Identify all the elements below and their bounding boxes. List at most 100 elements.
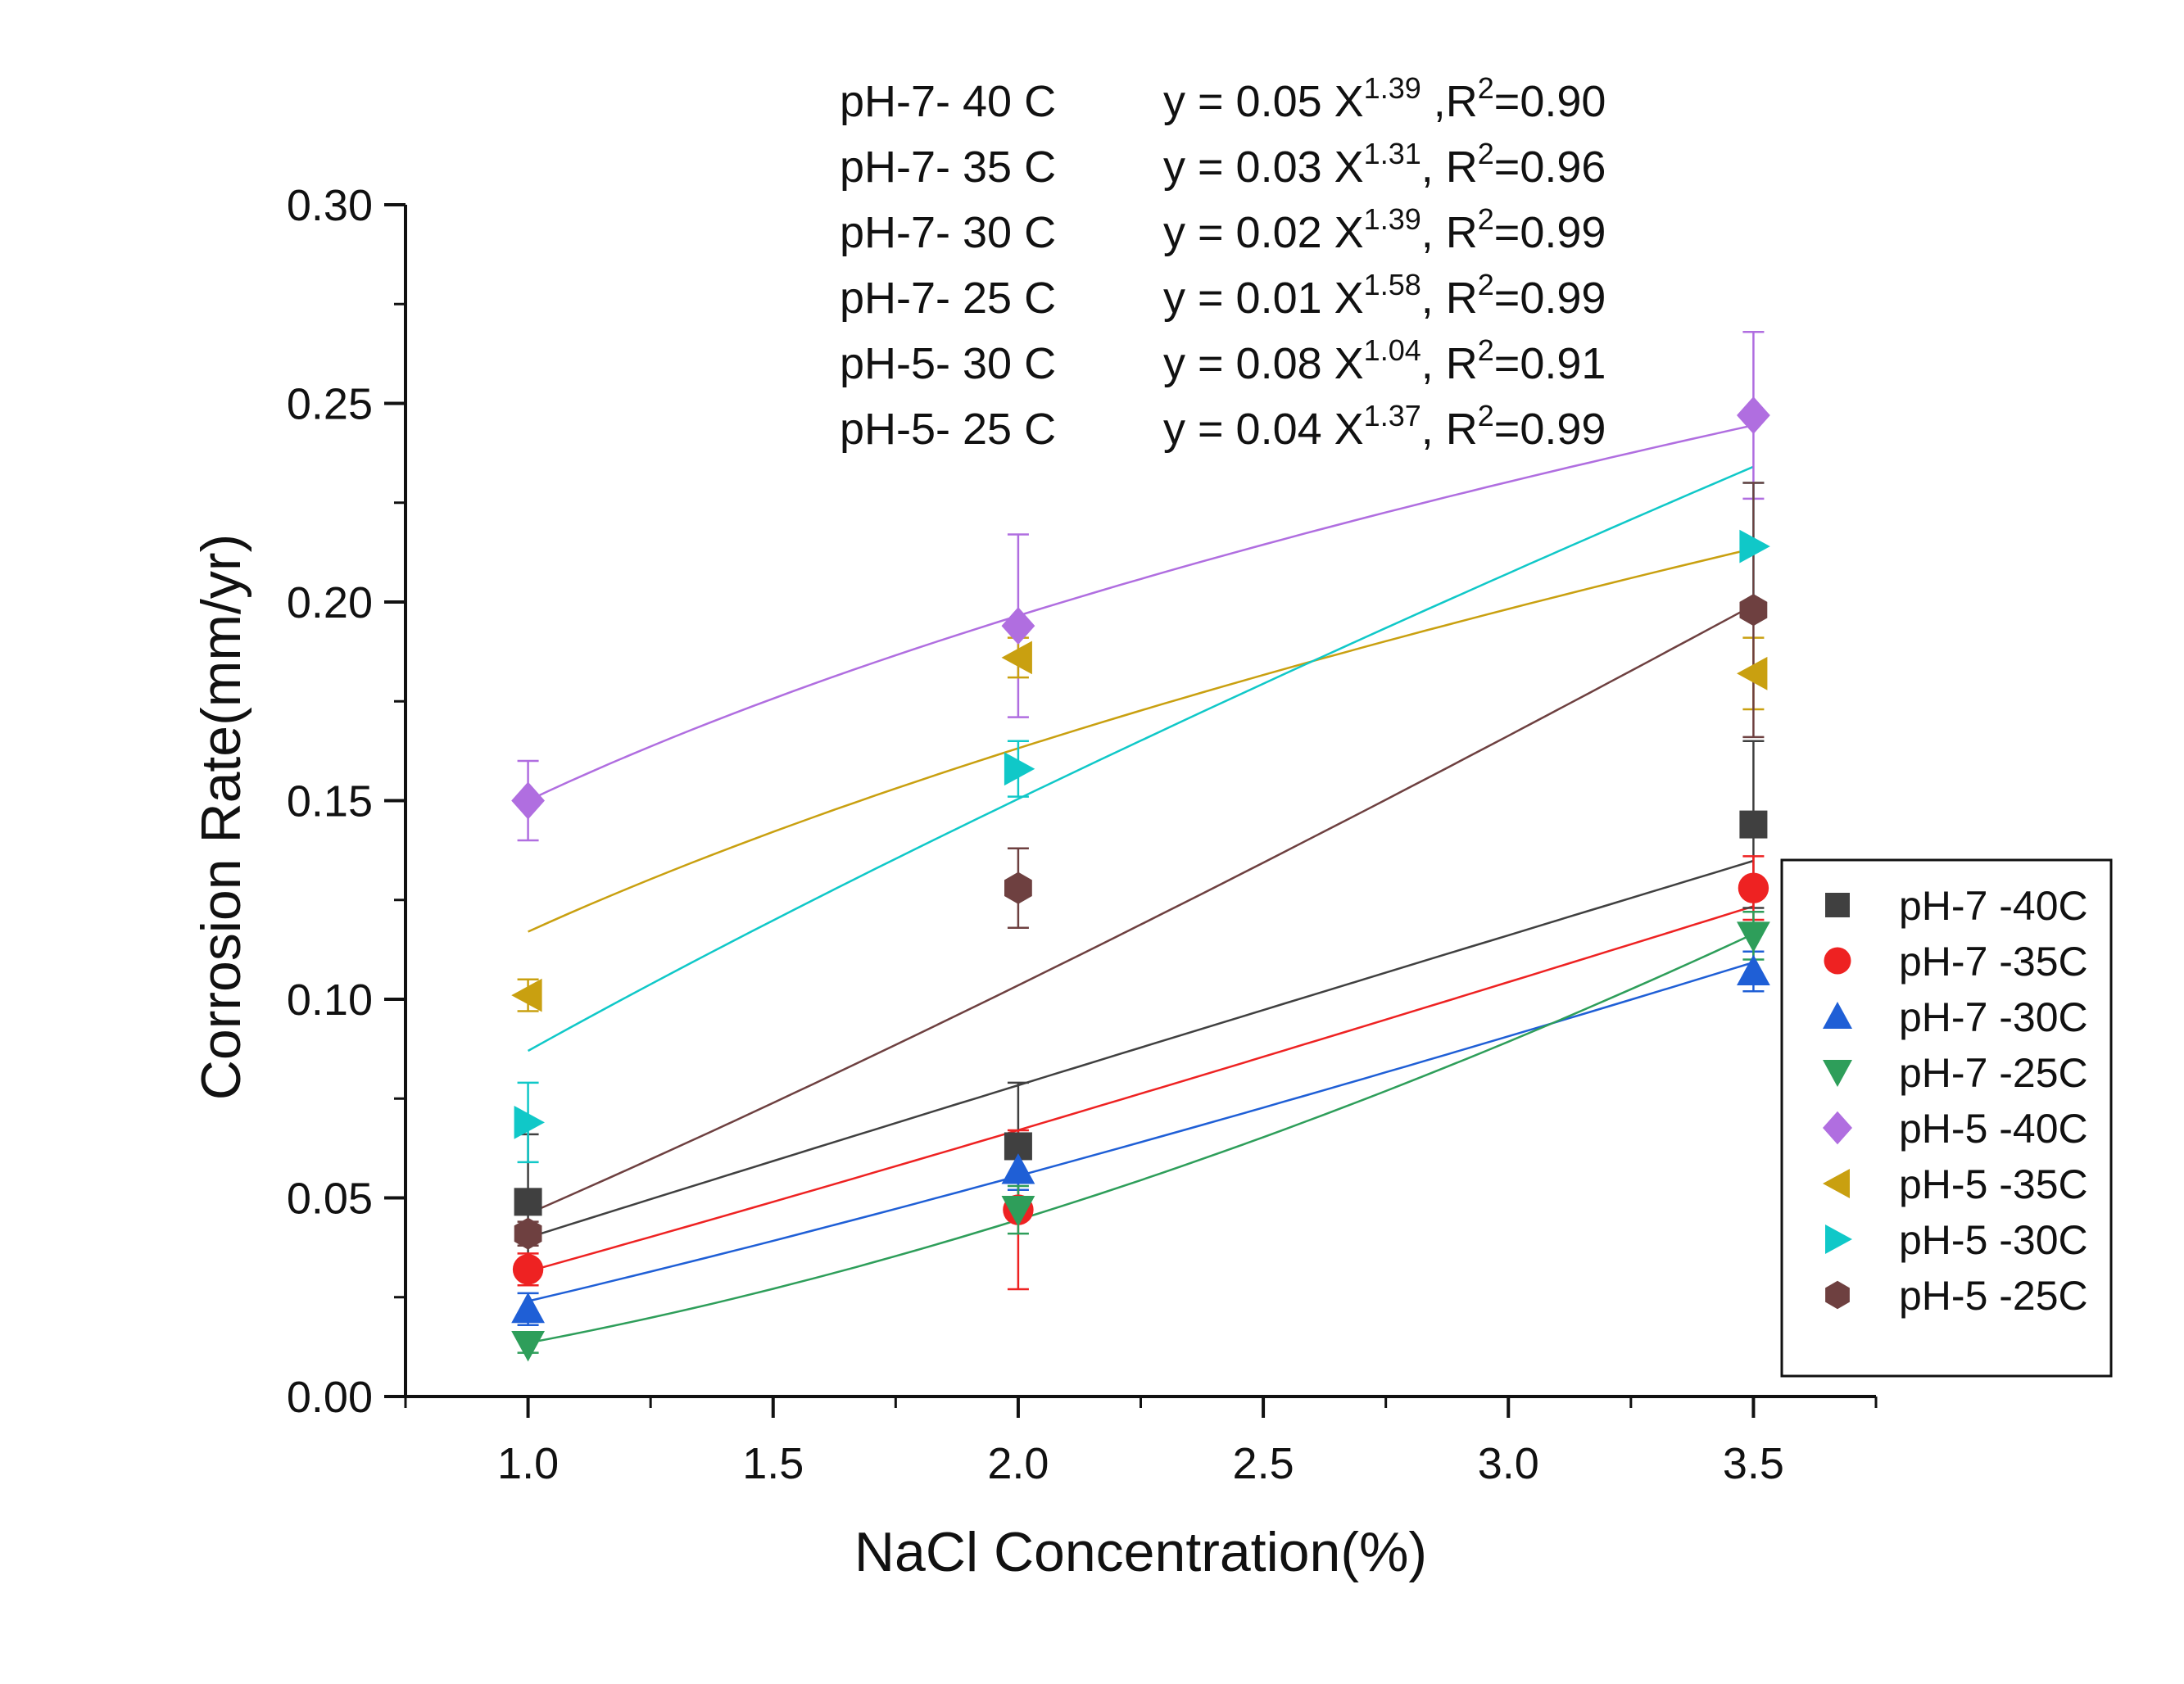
fit-line (528, 604, 1754, 1215)
y-tick-label: 0.30 (287, 181, 373, 230)
equation-part: y = 0.03 X (1163, 143, 1364, 192)
equation-part: =0.96 (1494, 143, 1606, 192)
legend-label: pH-5 -25C (1899, 1273, 2088, 1319)
fit-line (528, 423, 1754, 802)
legend-marker (1823, 1060, 1852, 1087)
fit-line (528, 905, 1754, 1273)
data-point (1001, 1196, 1035, 1227)
data-point (514, 1188, 542, 1216)
fit-equation: y = 0.05 X1.39 ,R2=0.90 (1163, 71, 1606, 126)
data-point (511, 1330, 545, 1362)
data-point (514, 1105, 545, 1139)
equation-part: =0.99 (1494, 274, 1606, 323)
data-point (1737, 954, 1770, 986)
fit-label: pH-7- 25 C (840, 274, 1056, 323)
data-point (514, 1217, 542, 1250)
y-tick-label: 0.00 (287, 1373, 373, 1422)
equation-part: =0.99 (1494, 405, 1606, 454)
legend-marker (1823, 1111, 1852, 1145)
data-point (1004, 752, 1035, 786)
fit-label: pH-7- 40 C (840, 77, 1056, 126)
data-point (1739, 810, 1768, 839)
x-tick-label: 3.0 (1478, 1439, 1539, 1488)
equation-part: 2 (1478, 268, 1494, 301)
legend-label: pH-7 -35C (1899, 939, 2088, 985)
data-point (1001, 1153, 1035, 1184)
x-tick-label: 1.5 (742, 1439, 804, 1488)
data-point (1001, 641, 1032, 675)
fit-label: pH-7- 30 C (840, 208, 1056, 257)
equation-part: , R (1421, 405, 1478, 454)
fit-label: pH-5- 30 C (840, 339, 1056, 388)
fit-equation: y = 0.08 X1.04, R2=0.91 (1163, 333, 1606, 388)
equation-part: y = 0.01 X (1163, 274, 1364, 323)
legend-label: pH-7 -25C (1899, 1050, 2088, 1096)
equation-part: 1.39 (1364, 71, 1421, 105)
data-point (512, 1254, 544, 1285)
fit-line (527, 465, 1754, 1052)
data-point (1738, 872, 1769, 903)
data-point (1737, 921, 1770, 953)
fit-line (528, 547, 1754, 933)
x-ticks: 1.0 1.5 2.0 2.5 3.0 3.5 (404, 1397, 1878, 1488)
fit-label: pH-7- 35 C (840, 143, 1056, 192)
equation-part: , R (1421, 208, 1478, 257)
equation-part: 2 (1478, 71, 1494, 105)
fit-label: pH-5- 25 C (840, 405, 1056, 454)
equation-part: 1.31 (1364, 137, 1421, 170)
y-tick-label: 0.15 (287, 777, 373, 826)
y-tick-label: 0.25 (287, 380, 373, 429)
equation-part: =0.90 (1494, 77, 1606, 126)
legend-marker (1823, 1002, 1852, 1029)
data-point (511, 978, 542, 1012)
equation-part: 1.37 (1364, 399, 1421, 432)
data-point (511, 781, 545, 820)
legend-marker (1825, 1225, 1852, 1254)
legend-marker (1825, 1280, 1850, 1310)
data-point (1737, 396, 1770, 434)
legend-label: pH-5 -30C (1899, 1217, 2088, 1263)
legend-label: pH-7 -30C (1899, 994, 2088, 1040)
y-tick-label: 0.10 (287, 976, 373, 1025)
equation-part: 1.04 (1364, 333, 1421, 367)
fit-equation: y = 0.03 X1.31, R2=0.96 (1163, 137, 1606, 192)
equation-part: ,R (1421, 77, 1478, 126)
y-axis-title: Corrosion Rate(mm/yr) (190, 534, 252, 1100)
equation-part: , R (1421, 143, 1478, 192)
equation-part: , R (1421, 339, 1478, 388)
fit-equation: y = 0.04 X1.37, R2=0.99 (1163, 399, 1606, 454)
legend-marker (1824, 947, 1851, 975)
fit-equation: y = 0.01 X1.58, R2=0.99 (1163, 268, 1606, 323)
x-tick-label: 2.0 (987, 1439, 1049, 1488)
y-ticks: 0.00 0.05 0.10 0.15 0.20 0.25 0.30 (287, 181, 406, 1422)
x-tick-label: 2.5 (1233, 1439, 1294, 1488)
equation-part: y = 0.02 X (1163, 208, 1364, 257)
x-axis-title: NaCl Concentration(%) (854, 1521, 1427, 1583)
data-points (511, 396, 1770, 1362)
equation-part: 2 (1478, 202, 1494, 236)
fit-equation: y = 0.02 X1.39, R2=0.99 (1163, 202, 1606, 257)
equation-part: 2 (1478, 137, 1494, 170)
equation-part: =0.91 (1494, 339, 1606, 388)
equation-part: =0.99 (1494, 208, 1606, 257)
equation-part: 2 (1478, 333, 1494, 367)
y-tick-label: 0.20 (287, 578, 373, 627)
data-point (1739, 594, 1768, 627)
legend-marker (1825, 893, 1850, 917)
legend-label: pH-7 -40C (1899, 883, 2088, 929)
legend-label: pH-5 -40C (1899, 1106, 2088, 1152)
equation-part: , R (1421, 274, 1478, 323)
x-tick-label: 3.5 (1723, 1439, 1784, 1488)
equation-part: y = 0.05 X (1163, 77, 1364, 126)
fit-lines (527, 423, 1754, 1344)
equation-part: 2 (1478, 399, 1494, 432)
x-tick-label: 1.0 (497, 1439, 559, 1488)
data-point (511, 1292, 545, 1324)
data-point (1737, 656, 1768, 690)
data-point (1739, 529, 1770, 564)
data-point (1001, 607, 1035, 645)
fit-line (528, 859, 1754, 1239)
